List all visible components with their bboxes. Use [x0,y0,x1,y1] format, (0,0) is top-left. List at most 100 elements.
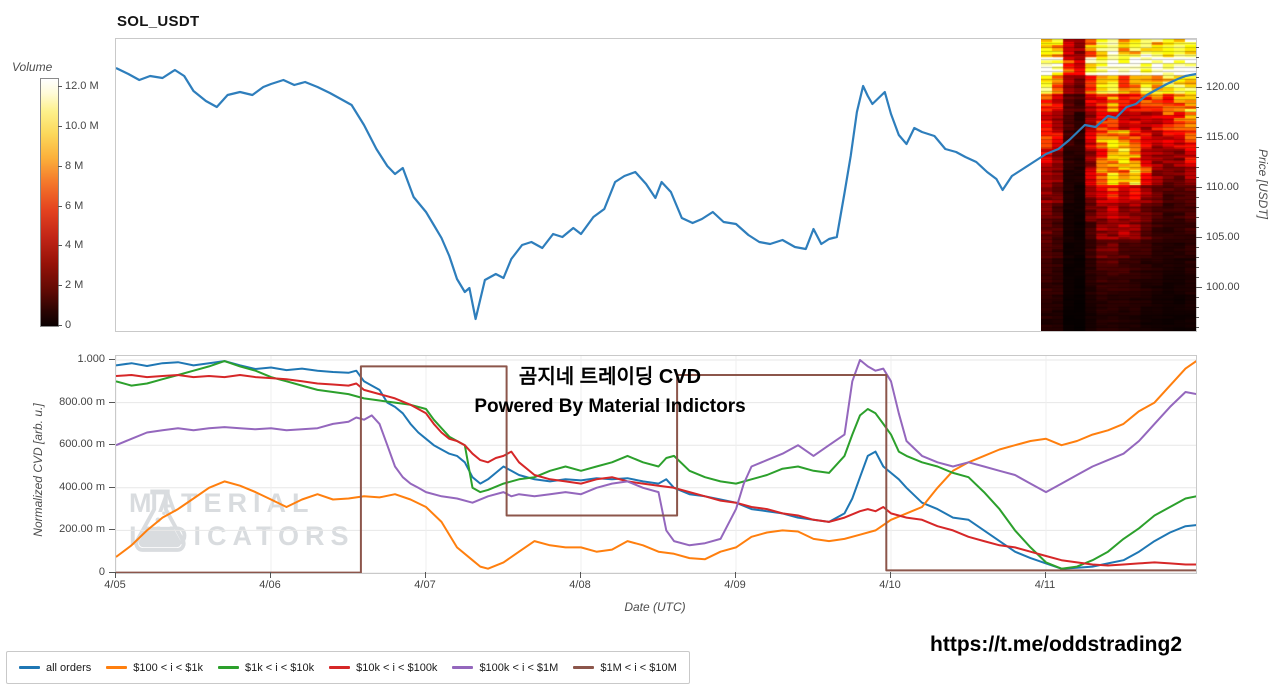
price-axis-minor-tick [1196,207,1199,208]
price-axis-minor-tick [1196,217,1199,218]
price-axis-minor-tick [1196,267,1199,268]
legend-item-label: $1M < i < $10M [600,661,677,674]
legend-item-label: all orders [46,661,92,674]
overlay-subtitle: Powered By Material Indictors [474,396,746,417]
price-axis-minor-tick [1196,117,1199,118]
colorbar-tick [58,86,62,87]
cvd-axis-tick [109,486,115,488]
date-tick-label: 4/05 [104,579,126,591]
price-axis-tick-label: 105.00 [1206,231,1240,243]
price-axis-minor-tick [1196,317,1199,318]
legend-line-sample [19,666,40,669]
legend-item-label: $100 < i < $1k [133,661,203,674]
colorbar-tick-label: 6 M [65,199,84,212]
price-axis-minor-tick [1196,227,1199,228]
volume-axis-label: Volume [12,60,53,74]
date-axis-tick [890,572,891,578]
cvd-axis-tick-label: 0 [98,566,105,578]
price-plot-area [115,38,1197,332]
colorbar-tick-label: 10.0 M [65,119,99,132]
price-axis-minor-tick [1196,147,1199,148]
cvd-axis-tick-label: 400.00 m [59,480,105,493]
cvd-series--100-i-1k [116,360,1196,570]
date-axis-tick [1045,572,1046,578]
colorbar-tick [58,285,62,287]
price-axis-tick [1196,237,1202,238]
cvd-series--1m-i-10m [116,365,1196,573]
colorbar-tick-label: 0 [65,319,72,331]
colorbar-tick-label: 4 M [65,239,84,252]
cvd-axis-tick [109,359,115,360]
price-axis-minor-tick [1196,257,1199,258]
date-tick-label: 4/08 [569,579,591,591]
date-tick-label: 4/11 [1034,579,1056,591]
price-axis-minor-tick [1196,157,1199,158]
legend-line-sample [106,666,128,669]
legend-item[interactable]: $1M < i < $10M [573,661,677,674]
colorbar-tick [58,125,62,127]
legend-item[interactable]: $100 < i < $1k [106,662,203,674]
price-axis-minor-tick [1196,307,1199,308]
overlay-title: 곰지네 트레이딩 CVD [518,366,702,388]
price-axis-minor-tick [1196,127,1199,128]
liquidity-heatmap [1041,39,1196,331]
telegram-link[interactable]: https://t.me/oddstrading2 [930,633,1182,656]
price-axis-minor-tick [1196,327,1199,328]
date-axis-tick [270,572,271,578]
price-axis-minor-tick [1196,47,1199,48]
cvd-axis-tick [109,529,115,531]
price-axis-tick-label: 120.00 [1206,81,1240,93]
price-axis-minor-tick [1196,107,1199,108]
price-axis-minor-tick [1196,177,1199,178]
legend-item[interactable]: $1k < i < $10k [217,661,315,674]
date-tick-label: 4/10 [879,579,901,591]
colorbar-tick [58,325,62,326]
date-tick-label: 4/07 [414,579,436,591]
chart-title: SOL_USDT [117,13,200,30]
legend-line-sample [217,666,239,669]
price-axis-tick [1196,187,1202,188]
price-axis-minor-tick [1196,277,1199,278]
price-axis-tick [1196,87,1202,88]
date-axis-tick [580,572,581,578]
price-axis-minor-tick [1196,167,1199,168]
legend-item[interactable]: all orders [19,662,91,674]
price-axis-tick [1196,137,1202,138]
price-axis-minor-tick [1196,67,1199,68]
price-axis-tick-label: 110.00 [1206,181,1239,193]
price-axis-minor-tick [1196,197,1199,198]
legend-item[interactable]: $10k < i < $100k [329,662,437,674]
volume-colorbar [40,78,59,327]
date-tick-label: 4/09 [724,579,746,591]
price-line-series [116,67,1196,321]
cvd-axis-tick-label: 200.00 m [59,523,105,536]
colorbar-tick-label: 8 M [65,159,84,172]
cvd-series-all-orders [116,360,1196,570]
cvd-axis-tick-label: 600.00 m [59,438,105,451]
cvd-axis-tick [109,401,115,403]
legend-item-label: $10k < i < $100k [356,661,438,674]
legend: all orders $100 < i < $1k $1k < i < $10k $1… [6,651,690,684]
legend-item[interactable]: $100k < i < $1M [452,662,558,674]
cvd-series--100k-i-1m [116,359,1196,547]
legend-line-sample [452,666,474,669]
price-axis-minor-tick [1196,97,1199,98]
date-axis-tick [115,572,116,578]
cvd-axis-label: Normalized CVD [arb. u.] [31,403,45,537]
legend-line-sample [573,666,595,669]
legend-item-label: $1k < i < $10k [244,661,315,674]
price-axis-tick [1196,287,1202,288]
colorbar-tick-label: 2 M [65,279,84,292]
price-axis-tick-label: 100.00 [1206,281,1240,293]
legend-item-label: $100k < i < $1M [479,661,559,674]
price-axis-minor-tick [1196,247,1199,248]
colorbar-tick [58,245,62,247]
price-axis-minor-tick [1196,57,1199,58]
price-axis-label: Price [USDT] [1256,148,1270,220]
price-line-chart [116,67,1196,321]
colorbar-tick [58,165,62,167]
cvd-line-chart [116,356,1196,573]
date-tick-label: 4/06 [259,579,281,591]
cvd-axis-tick [109,444,115,446]
colorbar-tick [58,205,62,207]
